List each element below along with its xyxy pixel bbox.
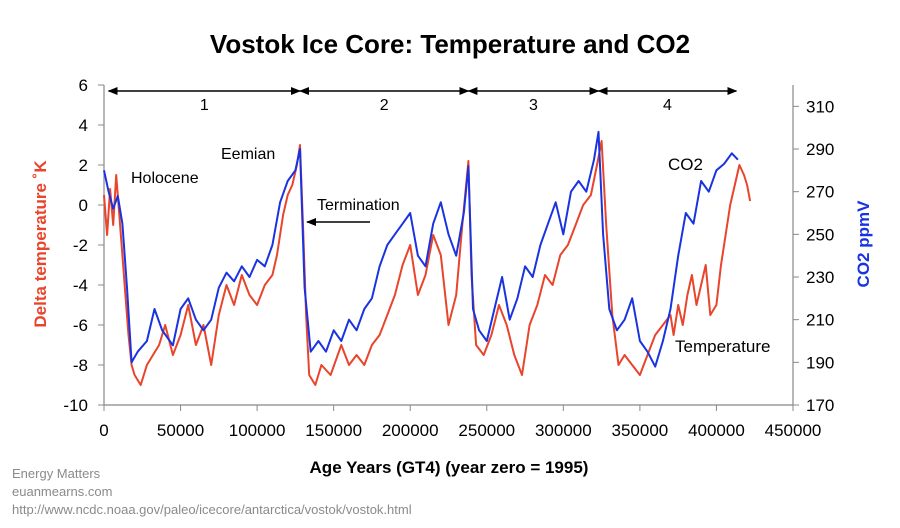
y-left-tick-label: -8	[73, 356, 88, 375]
annotation-holocene: Holocene	[131, 170, 199, 187]
x-tick-label: 200000	[382, 421, 439, 440]
y-right-tick-label: 310	[806, 97, 834, 116]
credit-site: euanmearns.com	[12, 484, 113, 499]
credit-source: Energy Matters	[12, 466, 101, 481]
y-left-tick-label: 0	[79, 196, 88, 215]
y-left-tick-label: 6	[79, 76, 88, 95]
x-tick-label: 100000	[229, 421, 286, 440]
series-line-co2	[103, 130, 739, 368]
chart-title: Vostok Ice Core: Temperature and CO2	[210, 29, 690, 59]
series-lines	[103, 130, 752, 386]
x-tick-label: 450000	[765, 421, 822, 440]
period-label: 3	[529, 97, 538, 114]
credit-url[interactable]: http://www.ncdc.noaa.gov/paleo/icecore/a…	[12, 502, 412, 517]
x-tick-label: 400000	[688, 421, 745, 440]
x-tick-label: 0	[99, 421, 108, 440]
y-left-tick-label: 2	[79, 156, 88, 175]
annotation-eemian: Eemian	[221, 146, 275, 163]
x-tick-label: 250000	[458, 421, 515, 440]
y-left-tick-label: -10	[63, 396, 88, 415]
tick-labels: 0 50000 100000 150000 200000 250000 300000 3500…	[63, 76, 834, 440]
y-right-tick-label: 210	[806, 311, 834, 330]
x-tick-label: 150000	[305, 421, 362, 440]
y-left-tick-label: -6	[73, 316, 88, 335]
x-axis-label: Age Years (GT4) (year zero = 1995)	[310, 458, 589, 477]
y-left-tick-label: -2	[73, 236, 88, 255]
y-left-tick-label: -4	[73, 276, 88, 295]
annotation-co2: CO2	[668, 155, 703, 174]
annotation-termination: Termination	[317, 197, 400, 214]
y-right-tick-label: 170	[806, 396, 834, 415]
period-label: 4	[663, 97, 672, 114]
y-right-tick-label: 250	[806, 225, 834, 244]
period-label: 1	[200, 97, 209, 114]
series-line-temperature	[103, 140, 752, 386]
y-right-tick-label: 290	[806, 140, 834, 159]
x-tick-label: 350000	[612, 421, 669, 440]
y-right-tick-label: 270	[806, 183, 834, 202]
y-axis-right-label: CO2 ppmV	[854, 200, 873, 288]
period-markers: 1 2 3 4	[107, 87, 738, 114]
y-right-tick-label: 190	[806, 353, 834, 372]
annotation-temperature: Temperature	[675, 337, 770, 356]
y-right-tick-label: 230	[806, 268, 834, 287]
axes	[98, 84, 799, 411]
x-tick-label: 50000	[157, 421, 204, 440]
y-axis-left-label: Delta temperature ˚K	[31, 160, 50, 328]
y-left-tick-label: 4	[79, 116, 88, 135]
annotations: Holocene Eemian Termination CO2 Temperature	[131, 146, 770, 356]
x-tick-label: 300000	[535, 421, 592, 440]
period-label: 2	[380, 97, 389, 114]
